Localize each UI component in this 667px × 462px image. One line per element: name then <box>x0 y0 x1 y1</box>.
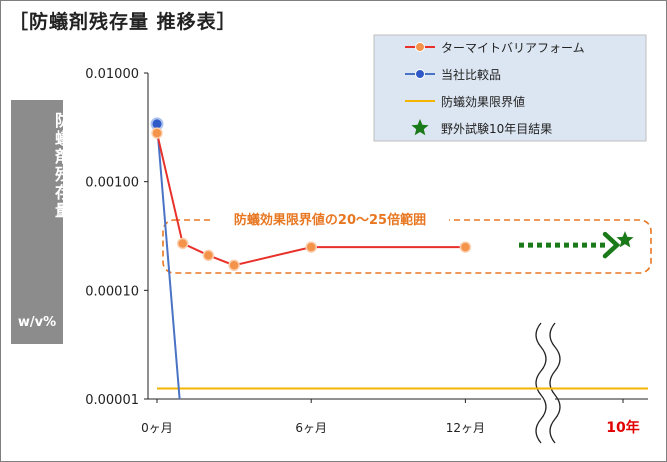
legend-label: ターマイトバリアフォーム <box>441 41 585 55</box>
termite-barrier-point <box>305 241 317 253</box>
legend-label: 野外試験10年目結果 <box>441 121 552 136</box>
termite-barrier-point <box>459 241 472 253</box>
termite-barrier-point <box>228 259 240 272</box>
termite-barrier-line <box>156 132 466 267</box>
field-test-arrowhead <box>602 231 621 259</box>
x-tick-label: 0ヶ月 <box>141 421 173 435</box>
termite-barrier-point <box>176 237 189 250</box>
competitor-line <box>156 123 181 400</box>
y-axis-label-box: 防蟻剤残存量 w/v% <box>11 100 71 344</box>
y-tick-label: 0.00010 <box>85 284 139 299</box>
legend-swatch-marker <box>415 69 425 79</box>
legend-swatch-marker <box>415 42 425 52</box>
field-test-star <box>616 231 634 248</box>
chart-title: ［防蟻剤残存量 推移表］ <box>9 11 237 33</box>
axis-break-left <box>535 322 547 444</box>
legend-label: 当社比較品 <box>441 67 501 82</box>
x-tick-label: 6ヶ月 <box>295 421 327 435</box>
x-tick-label: 12ヶ月 <box>446 421 485 435</box>
y-tick-label: 0.00001 <box>85 393 139 408</box>
x-tick-label: 10年 <box>606 419 639 436</box>
termite-barrier-point <box>151 127 163 139</box>
y-axis-unit: w/v% <box>17 315 57 330</box>
range-label-bg <box>211 211 449 227</box>
range-label: 防蟻効果限界値の20〜25倍範囲 <box>234 212 426 228</box>
y-tick-label: 0.01000 <box>85 67 139 82</box>
legend-swatch-star <box>411 119 429 136</box>
y-tick-label: 0.00100 <box>85 176 139 191</box>
axis-break-band <box>541 323 555 443</box>
legend-label: 防蟻効果限界値 <box>441 94 525 109</box>
y-axis-label: 防蟻剤残存量 <box>52 112 71 220</box>
termite-barrier-point <box>202 249 215 262</box>
axis-break-right <box>549 322 561 444</box>
